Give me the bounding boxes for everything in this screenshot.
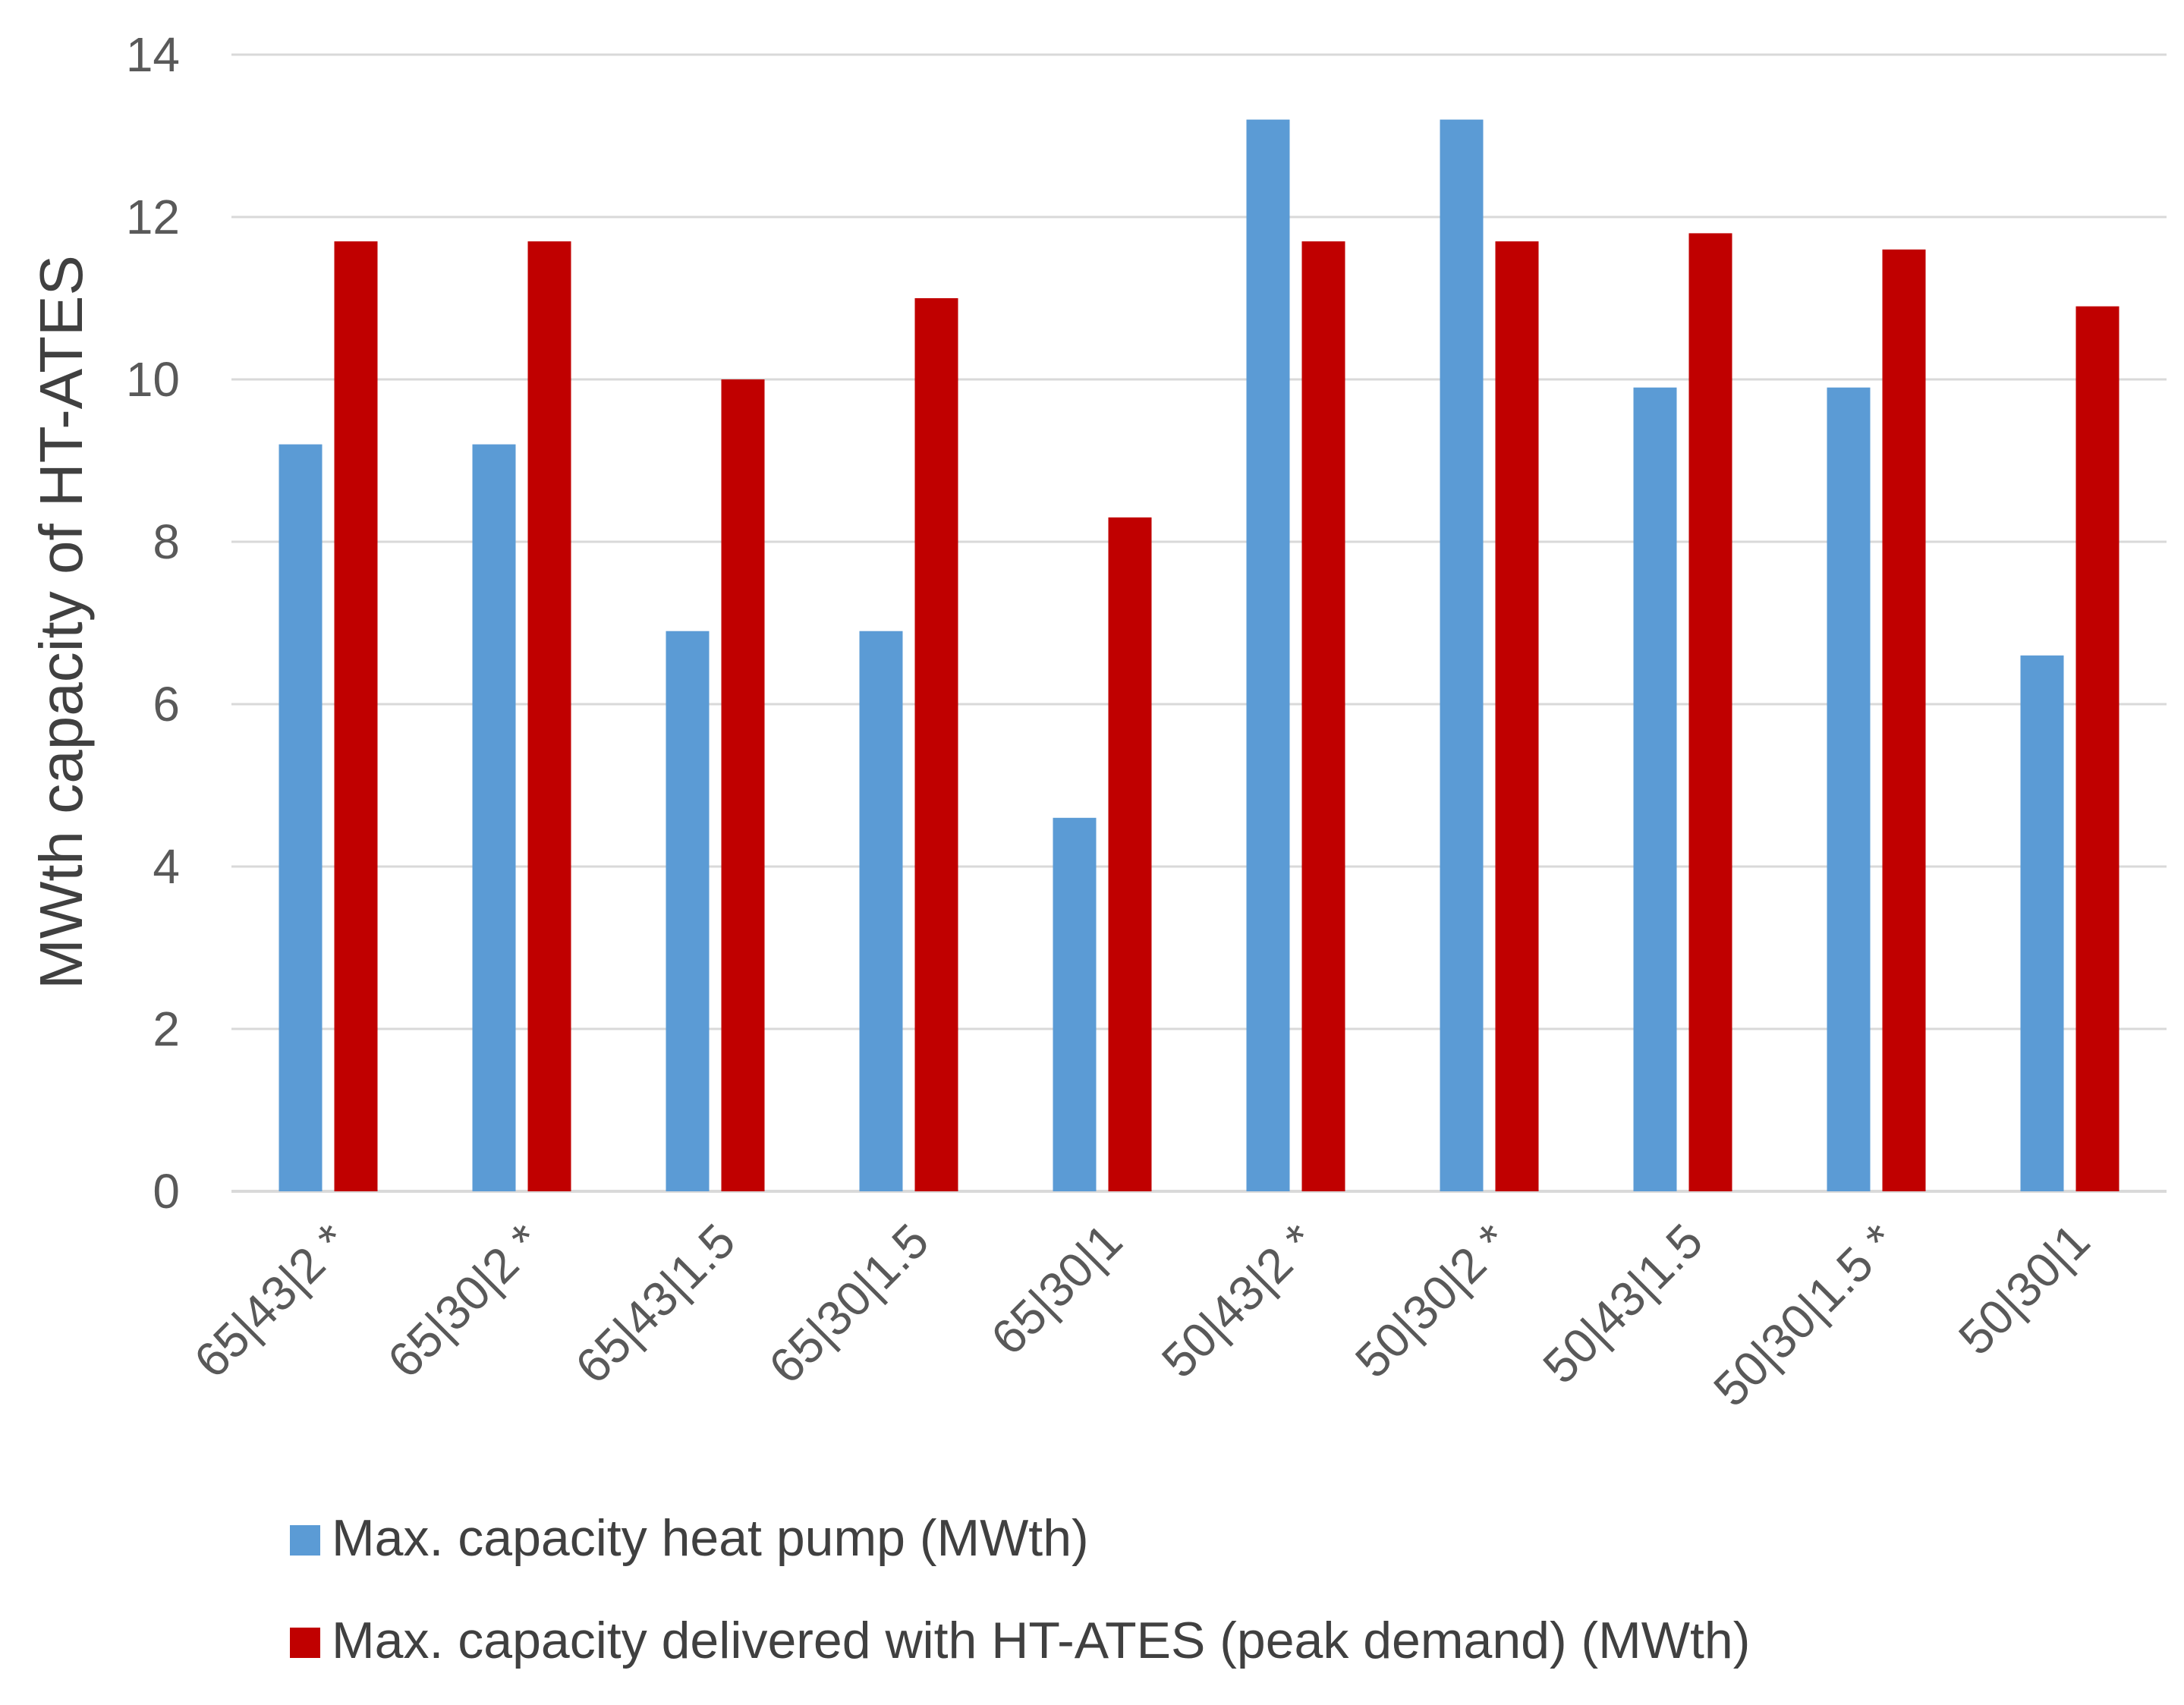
y-tick-label: 8 <box>153 514 180 569</box>
bar-series-1 <box>2020 655 2064 1191</box>
bar-series-2 <box>1882 249 1926 1191</box>
y-tick-label: 12 <box>126 190 180 244</box>
bars <box>279 119 2119 1192</box>
x-category-label: 65|30|2 * <box>377 1213 552 1388</box>
bar-series-1 <box>279 444 323 1191</box>
bar-series-2 <box>334 241 378 1192</box>
y-tick-label: 6 <box>153 677 180 731</box>
gridlines <box>231 53 2167 1193</box>
bar-series-1 <box>1246 119 1290 1192</box>
x-category-label: 50|43|1.5 <box>1532 1213 1713 1394</box>
y-tick-label: 0 <box>153 1164 180 1219</box>
x-category-label: 50|30|1 <box>1948 1213 2100 1365</box>
y-axis-tick-labels: 0 2 4 6 8 10 12 14 <box>126 27 180 1219</box>
x-axis-category-labels: 65|43|2 * 65|30|2 * 65|43|1.5 65|30|1.5 65|3… <box>184 1213 2100 1417</box>
bar-series-1 <box>1053 817 1097 1191</box>
bar-series-2 <box>1495 241 1539 1192</box>
y-tick-label: 10 <box>126 352 180 407</box>
x-category-label: 50|30|1.5 * <box>1703 1213 1906 1417</box>
y-tick-label: 2 <box>153 1002 180 1056</box>
x-category-label: 50|30|2 * <box>1345 1213 1519 1388</box>
y-tick-label: 14 <box>126 27 180 82</box>
legend-label: Max. capacity delivered with HT-ATES (pe… <box>332 1612 1750 1669</box>
y-tick-label: 4 <box>153 839 180 894</box>
bar-series-2 <box>2075 306 2119 1192</box>
x-category-label: 65|43|1.5 <box>565 1213 745 1394</box>
bar-series-1 <box>1633 387 1677 1192</box>
bar-series-2 <box>527 241 571 1192</box>
x-category-label: 65|30|1 <box>980 1213 1132 1365</box>
y-axis-title: MWth capacity of HT-ATES <box>27 255 95 989</box>
bar-series-2 <box>1301 241 1345 1192</box>
bar-series-1 <box>1440 119 1484 1192</box>
legend-swatch <box>290 1628 320 1658</box>
legend-swatch <box>290 1525 320 1556</box>
x-category-label: 50|43|2 * <box>1151 1213 1326 1388</box>
bar-series-1 <box>472 444 516 1191</box>
bar-series-2 <box>721 379 765 1191</box>
bar-series-2 <box>1108 517 1152 1191</box>
bar-series-1 <box>1827 387 1871 1192</box>
bar-series-2 <box>914 298 958 1191</box>
bar-series-2 <box>1688 233 1732 1191</box>
bar-series-1 <box>859 631 903 1191</box>
x-category-label: 65|43|2 * <box>184 1213 358 1388</box>
x-category-label: 65|30|1.5 <box>758 1213 939 1394</box>
legend: Max. capacity heat pump (MWth) Max. capac… <box>290 1509 1750 1669</box>
bar-series-1 <box>666 631 710 1191</box>
legend-label: Max. capacity heat pump (MWth) <box>332 1509 1089 1567</box>
